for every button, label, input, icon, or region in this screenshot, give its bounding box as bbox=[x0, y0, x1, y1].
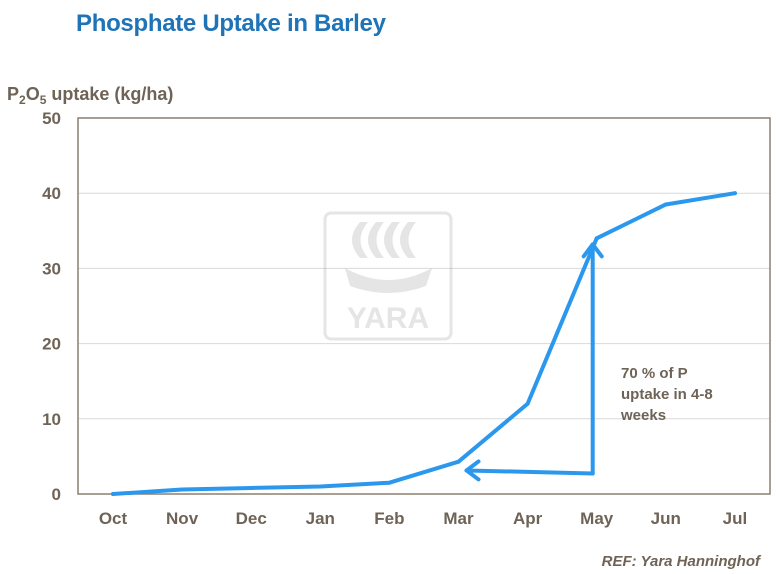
x-tick-labels: Oct Nov Dec Jan Feb Mar Apr May Jun Jul bbox=[99, 509, 747, 528]
y-tick-label: 10 bbox=[42, 410, 61, 429]
series-line bbox=[111, 191, 737, 496]
x-tick-label: Mar bbox=[443, 509, 474, 528]
x-tick-label: Nov bbox=[166, 509, 199, 528]
annotation-line-1: 70 % of P bbox=[621, 365, 688, 382]
x-tick-label: Jan bbox=[306, 509, 335, 528]
x-tick-label: May bbox=[580, 509, 614, 528]
data-point bbox=[249, 485, 254, 490]
y-tick-label: 40 bbox=[42, 184, 61, 203]
horizontal-arrow-head bbox=[464, 459, 481, 482]
data-point bbox=[387, 480, 392, 485]
data-point bbox=[318, 484, 323, 489]
reference-note: REF: Yara Hanninghof bbox=[601, 553, 760, 570]
x-tick-label: Feb bbox=[374, 509, 404, 528]
x-tick-label: Jul bbox=[723, 509, 748, 528]
y-tick-labels: 0 10 20 30 40 50 bbox=[42, 109, 61, 504]
data-point bbox=[663, 202, 668, 207]
data-point bbox=[456, 459, 461, 464]
gridlines bbox=[78, 192, 770, 420]
data-point bbox=[180, 487, 185, 492]
y-axis-label: P2O5 uptake (kg/ha) bbox=[7, 84, 174, 107]
y-tick-label: 0 bbox=[52, 485, 61, 504]
logo-text: YARA bbox=[347, 302, 429, 335]
y-tick-label: 50 bbox=[42, 109, 61, 128]
y-tick-label: 30 bbox=[42, 259, 61, 278]
annotation-line-2: uptake in 4-8 bbox=[621, 386, 713, 403]
data-point bbox=[594, 236, 599, 241]
y-tick-label: 20 bbox=[42, 335, 61, 354]
vertical-arrow-head bbox=[581, 242, 604, 259]
x-tick-label: Jun bbox=[651, 509, 681, 528]
annotation-layer: 70 % of P uptake in 4-8 weeks bbox=[464, 242, 713, 482]
data-point bbox=[111, 492, 115, 496]
data-point bbox=[525, 401, 530, 406]
x-tick-label: Dec bbox=[236, 509, 267, 528]
chart-title: Phosphate Uptake in Barley bbox=[76, 10, 386, 37]
yara-logo-watermark: YARA bbox=[323, 211, 453, 341]
data-point bbox=[732, 191, 737, 196]
x-tick-label: Apr bbox=[513, 509, 543, 528]
plot-area bbox=[77, 117, 771, 495]
horizontal-arrow-shaft bbox=[464, 468, 595, 476]
series-layer bbox=[111, 191, 737, 496]
x-tick-label: Oct bbox=[99, 509, 128, 528]
annotation-line-3: weeks bbox=[620, 407, 666, 424]
